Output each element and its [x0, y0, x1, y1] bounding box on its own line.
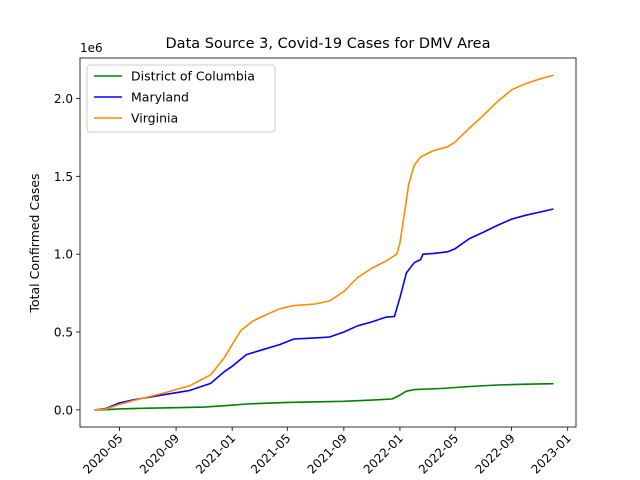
legend-label-0: District of Columbia: [131, 69, 255, 84]
y-tick-label-0: 0.0: [54, 403, 73, 417]
y-tick-label-2: 1.0: [54, 248, 73, 262]
x-tick-label-1: 2020-09: [137, 431, 182, 476]
x-tick-label-3: 2021-05: [248, 431, 293, 476]
chart-title: Data Source 3, Covid-19 Cases for DMV Ar…: [166, 36, 491, 52]
y-tick-label-1: 0.5: [54, 326, 73, 340]
y-tick-label-3: 1.5: [54, 170, 73, 184]
x-tick-label-8: 2023-01: [528, 431, 573, 476]
x-tick-label-5: 2022-01: [361, 431, 406, 476]
y-tick-label-4: 2.0: [54, 92, 73, 106]
x-tick-label-0: 2020-05: [80, 431, 125, 476]
x-tick-label-7: 2022-09: [472, 431, 517, 476]
plot-frame: [79, 57, 577, 428]
series-line-1: [94, 208, 554, 411]
legend: District of Columbia Maryland Virginia: [86, 64, 276, 133]
y-axis-ticks: 0.0 0.5 1.0 1.5 2.0: [54, 92, 80, 417]
y-offset-label: 1e6: [80, 41, 103, 55]
legend-box: [86, 64, 276, 133]
y-axis-label: Total Confirmed Cases: [27, 173, 42, 313]
series-line-0: [94, 382, 554, 411]
x-tick-label-6: 2022-05: [416, 431, 461, 476]
x-tick-label-4: 2021-09: [305, 431, 350, 476]
legend-label-1: Maryland: [131, 90, 189, 105]
series-line-2: [94, 74, 554, 411]
x-tick-label-2: 2021-01: [193, 431, 238, 476]
legend-label-2: Virginia: [131, 111, 178, 126]
series-layer: [94, 74, 554, 411]
x-axis-ticks: 2020-05 2020-09 2021-01 2021-05 2021-09 2022-…: [80, 427, 574, 477]
